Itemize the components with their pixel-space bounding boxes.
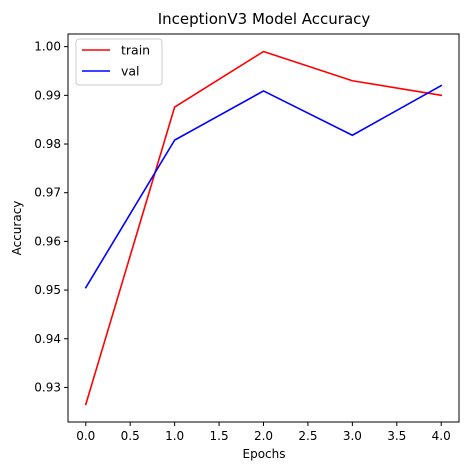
legend-label-val: val [121,64,140,79]
x-axis-ticks: 0.0 0.5 1.0 1.5 2.0 2.5 3.0 3.5 4.0 [76,422,451,443]
x-axis-label: Epochs [243,447,286,461]
y-tick-label: 0.95 [34,283,61,297]
y-axis-label: Accuracy [10,201,24,256]
x-tick-label: 0.5 [121,429,140,443]
chart-title: InceptionV3 Model Accuracy [158,10,371,28]
legend: train val [75,38,163,86]
plot-area [67,33,460,423]
x-tick-label: 2.5 [298,429,317,443]
x-tick-label: 0.0 [76,429,95,443]
y-axis-ticks: 0.93 0.94 0.95 0.96 0.97 0.98 0.99 1.00 [34,40,68,394]
x-tick-label: 3.5 [387,429,406,443]
series-line-train [84,50,443,406]
y-tick-label: 0.97 [34,186,61,200]
y-tick-label: 0.98 [34,137,61,151]
series-line-val [84,84,443,289]
legend-label-train: train [121,43,150,58]
x-tick-label: 2.0 [254,429,273,443]
y-tick-label: 0.99 [34,88,61,102]
x-tick-label: 1.5 [210,429,229,443]
x-tick-label: 4.0 [432,429,451,443]
x-tick-label: 3.0 [343,429,362,443]
y-tick-label: 1.00 [34,40,61,54]
series-lines [84,50,443,406]
x-tick-label: 1.0 [165,429,184,443]
y-tick-label: 0.94 [34,332,61,346]
y-tick-label: 0.93 [34,380,61,394]
y-tick-label: 0.96 [34,234,61,248]
